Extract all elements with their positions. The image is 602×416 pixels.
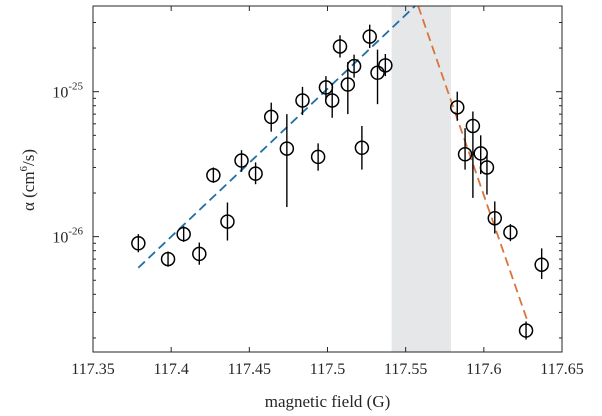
fit-line-1 — [137, 5, 416, 269]
data-point — [295, 86, 310, 116]
x-tick-label: 117.35 — [71, 361, 114, 378]
point-marker — [487, 210, 503, 226]
point-marker — [332, 39, 348, 54]
data-point — [346, 54, 362, 78]
fit-lines-layer — [137, 5, 529, 322]
data-point — [332, 35, 348, 58]
y-axis-label-exponent: 6 — [18, 165, 30, 171]
data-point — [131, 234, 146, 253]
point-marker — [465, 118, 481, 134]
point-marker — [503, 225, 518, 240]
data-point — [340, 62, 356, 115]
y-tick-base: 10 — [52, 85, 68, 102]
data-point — [234, 150, 249, 172]
point-marker — [324, 93, 340, 108]
point-marker — [131, 236, 146, 251]
data-point — [220, 202, 235, 241]
point-marker — [473, 146, 488, 161]
data-point — [378, 53, 393, 77]
data-point — [176, 226, 191, 242]
point-marker — [346, 58, 362, 74]
data-point — [457, 128, 473, 170]
shaded-region-layer — [391, 6, 452, 352]
data-point — [487, 201, 503, 234]
point-marker — [192, 246, 207, 262]
data-point — [324, 83, 340, 118]
point-marker — [248, 166, 263, 181]
point-marker — [310, 149, 326, 165]
point-marker — [206, 168, 221, 183]
point-marker — [450, 100, 465, 115]
y-tick-base: 10 — [52, 230, 68, 247]
x-tick-label: 117.55 — [384, 361, 427, 378]
data-point — [192, 242, 207, 265]
point-marker — [479, 160, 495, 175]
data-point — [160, 251, 176, 267]
x-tick-label: 117.65 — [540, 361, 583, 378]
y-tick-label: 10-26 — [52, 226, 83, 247]
y-tick-label: 10-25 — [52, 81, 83, 102]
x-axis-label: magnetic field (G) — [265, 392, 391, 411]
x-tick-label: 117.4 — [153, 361, 188, 378]
x-tick-label: 117.6 — [466, 361, 501, 378]
point-marker — [362, 29, 377, 44]
point-marker — [370, 65, 385, 81]
point-marker — [234, 153, 249, 168]
data-point — [503, 224, 518, 242]
y-tick-exponent: -26 — [68, 226, 83, 238]
point-marker — [457, 147, 473, 162]
data-point — [465, 111, 481, 198]
data-point — [479, 155, 495, 195]
data-point — [450, 91, 465, 121]
data-point — [534, 248, 549, 280]
x-tick-label: 117.45 — [228, 361, 271, 378]
y-axis-label-main: α (cm — [19, 171, 38, 211]
axis-ticks-layer: 117.35 117.4 117.45 117.5 117.55 117.6 117.65 1… — [52, 6, 584, 378]
point-marker — [263, 109, 279, 125]
data-point — [263, 102, 279, 132]
x-tick-label: 117.5 — [310, 361, 345, 378]
y-tick-exponent: -25 — [68, 81, 83, 93]
point-marker — [176, 226, 191, 242]
data-point — [318, 76, 334, 100]
point-marker — [534, 257, 549, 272]
y-axis-label-unit: /s) — [19, 149, 38, 166]
point-marker — [160, 251, 176, 267]
point-marker — [354, 140, 370, 156]
data-points-layer — [131, 24, 549, 340]
point-marker — [279, 141, 295, 156]
data-point — [206, 167, 221, 183]
shaded-region — [391, 6, 452, 352]
data-point — [518, 321, 534, 340]
data-point — [354, 125, 370, 170]
data-point — [362, 24, 377, 49]
data-point — [370, 49, 385, 105]
data-point — [279, 114, 295, 208]
data-point — [248, 162, 263, 185]
plot-frame — [92, 5, 563, 353]
y-axis-label: α (cm6/s) — [18, 149, 38, 211]
data-point — [310, 143, 326, 171]
point-marker — [220, 214, 235, 229]
point-marker — [518, 323, 534, 338]
point-marker — [295, 93, 310, 108]
point-marker — [340, 77, 356, 92]
point-marker — [378, 58, 393, 73]
